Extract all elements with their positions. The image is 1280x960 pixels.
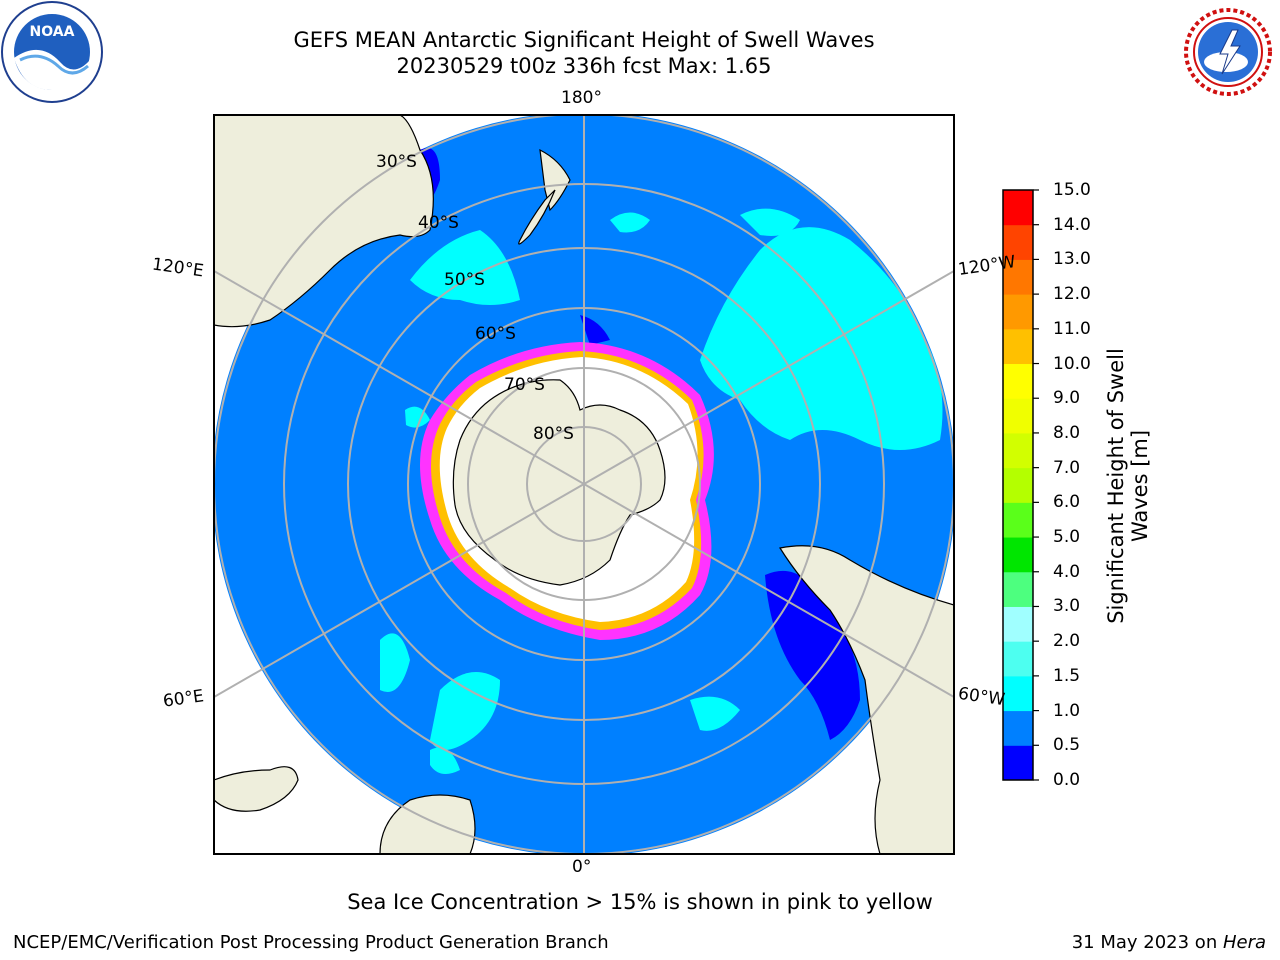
- colorbar-tick-label: 1.0: [1053, 700, 1081, 721]
- new-zealand-north: [539, 148, 571, 212]
- africa-land: [379, 794, 476, 854]
- colorbar-band: [1003, 710, 1033, 746]
- colorbar-band: [1003, 328, 1033, 365]
- colorbar-tick-label: 1.5: [1053, 665, 1081, 686]
- colorbar-band: [1003, 745, 1033, 781]
- colorbar-tick-marks: [1033, 189, 1039, 781]
- colorbar-tick-label: 6.0: [1053, 492, 1081, 513]
- colorbar-band: [1003, 675, 1033, 712]
- nws-logo: [1180, 4, 1276, 100]
- swell-0-0.5m-region: [765, 570, 860, 740]
- colorbar-label-line1: Significant Height of Swell: [1104, 348, 1128, 624]
- colorbar-tick-label: 10.0: [1053, 353, 1091, 374]
- colorbar-band: [1003, 606, 1033, 642]
- lat-label-70s: 70°S: [504, 375, 545, 395]
- colorbar-tick-label: 11.0: [1053, 318, 1091, 339]
- colorbar-label-line2: Waves [m]: [1128, 429, 1152, 543]
- swell-0-0.5m-region: [580, 315, 610, 345]
- colorbar-tick-label: 0.5: [1053, 735, 1081, 756]
- lat-label-30s: 30°S: [376, 152, 417, 172]
- colorbar-tick-label: 2.0: [1053, 631, 1081, 652]
- colorbar-band: [1003, 294, 1033, 330]
- madagascar-land: [214, 766, 299, 812]
- colorbar-tick-label: 15.0: [1053, 180, 1091, 200]
- graticule: [214, 115, 954, 854]
- colorbar-tick-label: 4.0: [1053, 561, 1081, 582]
- lat-label-50s: 50°S: [444, 270, 485, 290]
- colorbar-band: [1003, 467, 1033, 503]
- colorbar-band: [1003, 224, 1033, 260]
- swell-1-1.5m-patches: [380, 208, 943, 774]
- footer-date-text: 31 May 2023 on: [1071, 932, 1223, 953]
- footer-credit: NCEP/EMC/Verification Post Processing Pr…: [13, 932, 609, 953]
- south-america-land: [779, 545, 954, 854]
- colorbar-tick-label: 7.0: [1053, 457, 1081, 478]
- colorbar-band: [1003, 259, 1033, 295]
- lat-label-80s: 80°S: [533, 424, 574, 444]
- colorbar-band: [1003, 363, 1033, 399]
- colorbar-band: [1003, 641, 1033, 677]
- colorbar-tick-label: 9.0: [1053, 388, 1081, 409]
- chart-subtitle: 20230529 t00z 336h fcst Max: 1.65: [396, 54, 772, 78]
- lat-label-40s: 40°S: [418, 213, 459, 233]
- colorbar-tick-label: 14.0: [1053, 214, 1091, 235]
- colorbar-band: [1003, 502, 1033, 538]
- colorbar-band: [1003, 537, 1033, 573]
- sea-ice-caption: Sea Ice Concentration > 15% is shown in …: [347, 890, 933, 914]
- colorbar-tick-label: 0.0: [1053, 770, 1081, 790]
- colorbar-tick-label: 5.0: [1053, 527, 1081, 548]
- colorbar-tick-label: 12.0: [1053, 284, 1091, 305]
- colorbar-frame: [1002, 189, 1034, 781]
- colorbar: [1003, 190, 1033, 781]
- noaa-logo: NOAA: [1, 1, 103, 103]
- colorbar-label: Significant Height of Swell Waves [m]: [1104, 348, 1152, 624]
- footer-machine: Hera: [1222, 932, 1266, 953]
- colorbar-band: [1003, 432, 1033, 469]
- footer-date: 31 May 2023 on Hera: [1072, 932, 1266, 953]
- lon-label-0: 0°: [572, 857, 592, 877]
- colorbar-tick-label: 8.0: [1053, 422, 1081, 443]
- chart-title: GEFS MEAN Antarctic Significant Height o…: [293, 28, 875, 52]
- colorbar-band: [1003, 398, 1033, 434]
- colorbar-band: [1003, 190, 1033, 226]
- meridian-60e-120w: [214, 270, 954, 698]
- new-zealand-south: [518, 189, 556, 245]
- noaa-logo-text: NOAA: [30, 24, 75, 40]
- lat-label-60s: 60°S: [475, 324, 516, 344]
- colorbar-tick-label: 3.0: [1053, 596, 1081, 617]
- colorbar-tick-label: 13.0: [1053, 249, 1091, 270]
- lon-label-180: 180°: [561, 88, 602, 108]
- map-frame: [213, 114, 955, 855]
- colorbar-band: [1003, 571, 1033, 607]
